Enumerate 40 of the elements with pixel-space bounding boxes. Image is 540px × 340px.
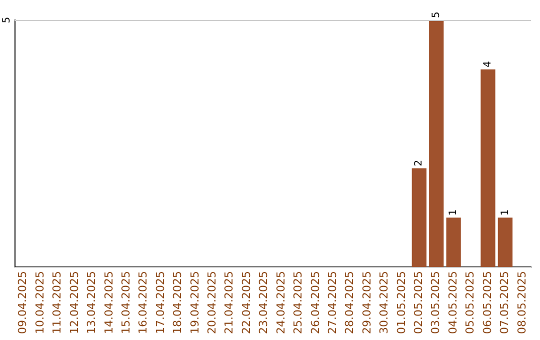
x-tick-label: 26.04.2025 — [308, 271, 322, 334]
x-tick-label: 16.04.2025 — [136, 271, 150, 334]
data-label: 2 — [414, 160, 425, 166]
x-tick-label: 27.04.2025 — [326, 271, 339, 334]
data-label: 1 — [500, 209, 511, 216]
x-tick-label: 14.04.2025 — [102, 271, 116, 334]
bar — [412, 168, 426, 268]
data-label: 5 — [430, 12, 442, 18]
x-tick-label: 25.04.2025 — [292, 271, 305, 334]
x-tick-label: 13.04.2025 — [85, 271, 98, 334]
bar — [429, 20, 444, 268]
x-tick-label: 02.05.2025 — [412, 271, 426, 334]
x-tick-label: 18.04.2025 — [171, 271, 184, 334]
x-tick-label: 20.04.2025 — [206, 271, 219, 334]
x-tick-label: 28.04.2025 — [343, 271, 356, 334]
x-tick-label: 05.05.2025 — [464, 271, 477, 334]
x-tick-label: 21.04.2025 — [222, 271, 236, 334]
x-tick-label: 19.04.2025 — [188, 271, 202, 334]
x-tick-label: 30.04.2025 — [378, 271, 391, 334]
x-tick-label: 24.04.2025 — [274, 271, 288, 334]
x-tick-label: 04.05.2025 — [446, 271, 460, 334]
bar — [480, 69, 496, 268]
x-tick-label: 23.04.2025 — [257, 271, 270, 334]
x-tick-label: 17.04.2025 — [154, 271, 167, 334]
x-tick-label: 01.05.2025 — [394, 271, 408, 334]
data-label: 1 — [448, 209, 460, 216]
bar — [498, 218, 512, 268]
x-tick-label: 15.04.2025 — [119, 271, 132, 334]
x-tick-label: 03.05.2025 — [429, 271, 442, 334]
x-tick-label: 09.04.2025 — [16, 271, 30, 334]
bar — [446, 218, 461, 268]
x-tick-label: 11.04.2025 — [50, 271, 64, 334]
x-tick-label: 12.04.2025 — [68, 271, 81, 334]
x-tick-label: 29.04.2025 — [360, 271, 374, 334]
x-tick-label: 06.05.2025 — [480, 271, 494, 334]
x-tick-label: 08.05.2025 — [515, 271, 528, 334]
x-tick-label: 10.04.2025 — [33, 271, 46, 334]
x-tick-label: 22.04.2025 — [240, 271, 253, 334]
data-label: 4 — [482, 61, 494, 68]
x-tick-label: 07.05.2025 — [498, 271, 512, 334]
